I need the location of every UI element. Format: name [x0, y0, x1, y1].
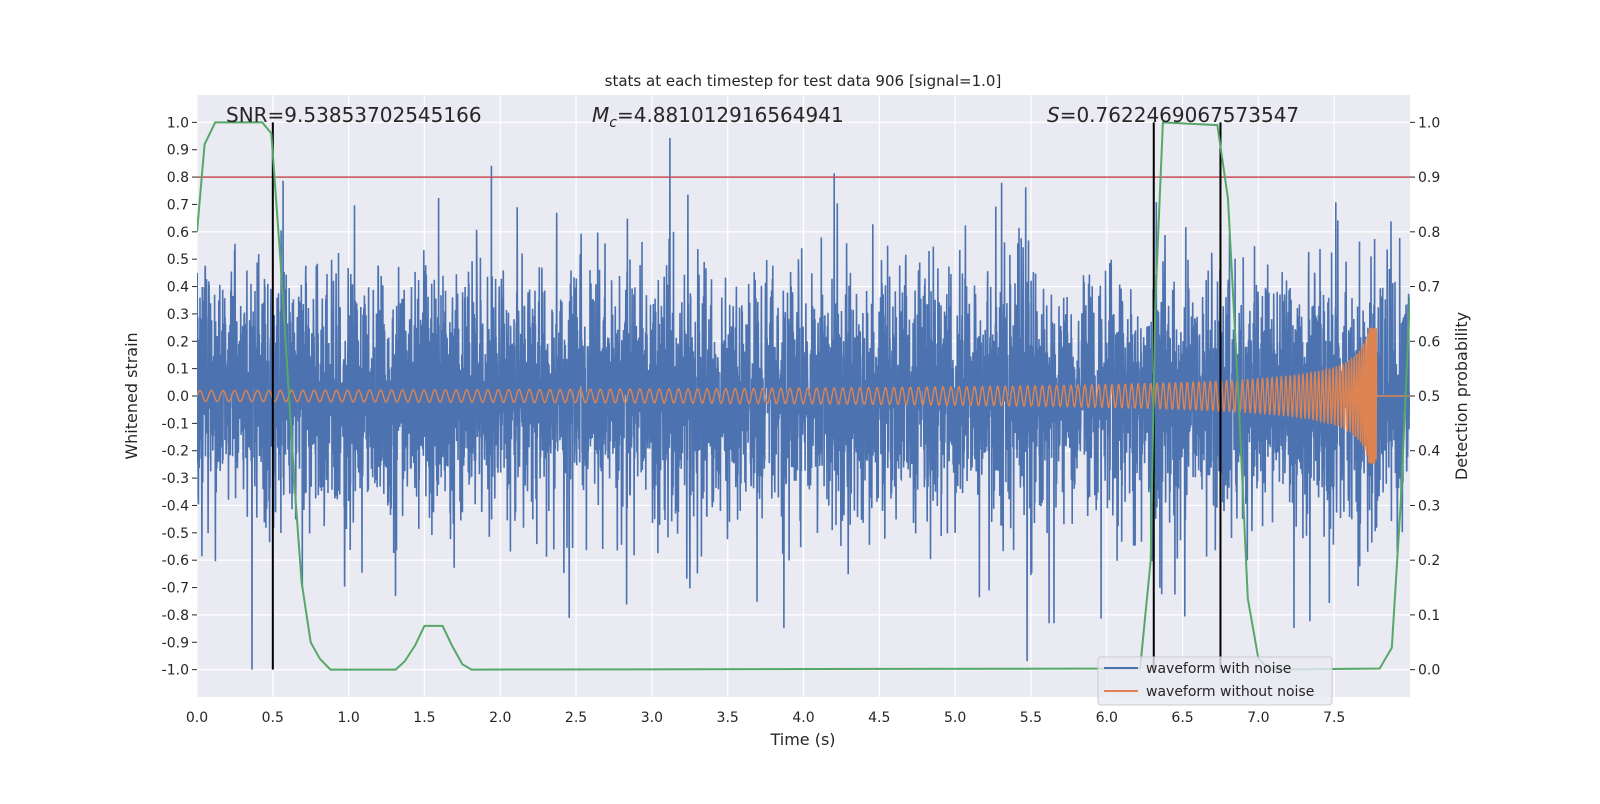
y-axis-right-label: Detection probability: [1452, 312, 1471, 480]
x-tick-label: 4.0: [792, 710, 814, 726]
x-tick-label: 2.5: [565, 710, 587, 726]
y-tick-label: 0.5: [167, 252, 189, 268]
y-tick-label: 0.3: [167, 307, 189, 323]
x-tick-label: 2.0: [489, 710, 511, 726]
snr-annotation: SNR=9.53853702545166: [226, 103, 482, 127]
y-tick-label: -1.0: [162, 663, 189, 679]
legend-box: [1097, 656, 1333, 706]
y-tick-label: -0.4: [162, 498, 189, 514]
x-tick-label: 3.5: [717, 710, 739, 726]
y-right-tick-label: 0.7: [1418, 280, 1440, 296]
y-tick-label: 0.8: [167, 170, 189, 186]
series-detection-probability: [197, 121, 1410, 671]
y-right-tick-label: 1.0: [1418, 115, 1440, 131]
chirp-mass-value: =4.881012916564941: [617, 103, 844, 127]
x-tick-label: 1.0: [337, 710, 359, 726]
x-tick-label: 6.0: [1096, 710, 1118, 726]
chirp-mass-subscript: c: [609, 115, 617, 131]
y-right-tick-label: 0.0: [1418, 663, 1440, 679]
y-tick-label: 1.0: [167, 115, 189, 131]
y-right-tick-label: 0.5: [1418, 389, 1440, 405]
y-right-tick-label: 0.1: [1418, 608, 1440, 624]
x-tick-label: 5.0: [944, 710, 966, 726]
y-tick-label: -0.3: [162, 471, 189, 487]
y-right-tick-label: 0.8: [1418, 225, 1440, 241]
y-tick-label: -0.2: [162, 444, 189, 460]
x-tick-label: 6.5: [1171, 710, 1193, 726]
y-tick-label: -0.7: [162, 581, 189, 597]
series-waveform-with-noise: [197, 137, 1410, 670]
s-value: =0.7622469067573547: [1060, 103, 1299, 127]
y-right-tick-label: 0.6: [1418, 334, 1440, 350]
x-tick-label: 1.5: [413, 710, 435, 726]
y-right-tick-label: 0.4: [1418, 444, 1440, 460]
y-tick-label: -0.5: [162, 526, 189, 542]
axis-ticks: 0.0 0.5 1.0 1.5 2.0 2.5 3.0 3.5 4.0 4.5 5.0 5.5 6.0 6…: [162, 115, 1441, 726]
y-right-tick-label: 0.3: [1418, 498, 1440, 514]
y-tick-label: 0.6: [167, 225, 189, 241]
x-tick-label: 4.5: [868, 710, 890, 726]
x-axis-label: Time (s): [769, 730, 835, 749]
chart-title: stats at each timestep for test data 906…: [605, 72, 1002, 90]
x-tick-label: 7.5: [1323, 710, 1345, 726]
y-tick-label: -0.6: [162, 553, 189, 569]
y-tick-label: 0.1: [167, 362, 189, 378]
y-right-tick-label: 0.9: [1418, 170, 1440, 186]
x-tick-label: 0.5: [262, 710, 284, 726]
y-tick-label: 0.4: [167, 280, 189, 296]
y-tick-label: 0.7: [167, 197, 189, 213]
y-right-tick-label: 0.2: [1418, 553, 1440, 569]
y-tick-label: 0.2: [167, 334, 189, 350]
y-tick-label: -0.1: [162, 416, 189, 432]
chirp-mass-annotation: Mc=4.881012916564941: [592, 103, 844, 131]
y-tick-label: -0.8: [162, 608, 189, 624]
legend: waveform with noise waveform without noi…: [1097, 656, 1333, 706]
x-tick-label: 5.5: [1020, 710, 1042, 726]
x-tick-label: 0.0: [186, 710, 208, 726]
s-annotation: S=0.7622469067573547: [1047, 103, 1299, 127]
chirp-mass-symbol: M: [592, 103, 609, 127]
y-tick-label: -0.9: [162, 635, 189, 651]
legend-label-without-noise: waveform without noise: [1146, 684, 1314, 700]
y-axis-label: Whitened strain: [122, 332, 141, 459]
series-waveform-without-noise: [197, 327, 1410, 465]
s-symbol: S: [1047, 103, 1060, 127]
y-tick-label: 0.0: [167, 389, 189, 405]
y-tick-label: 0.9: [167, 143, 189, 159]
legend-label-with-noise: waveform with noise: [1146, 661, 1291, 677]
plot-area: [197, 121, 1410, 671]
x-tick-label: 7.0: [1247, 710, 1269, 726]
x-tick-label: 3.0: [641, 710, 663, 726]
